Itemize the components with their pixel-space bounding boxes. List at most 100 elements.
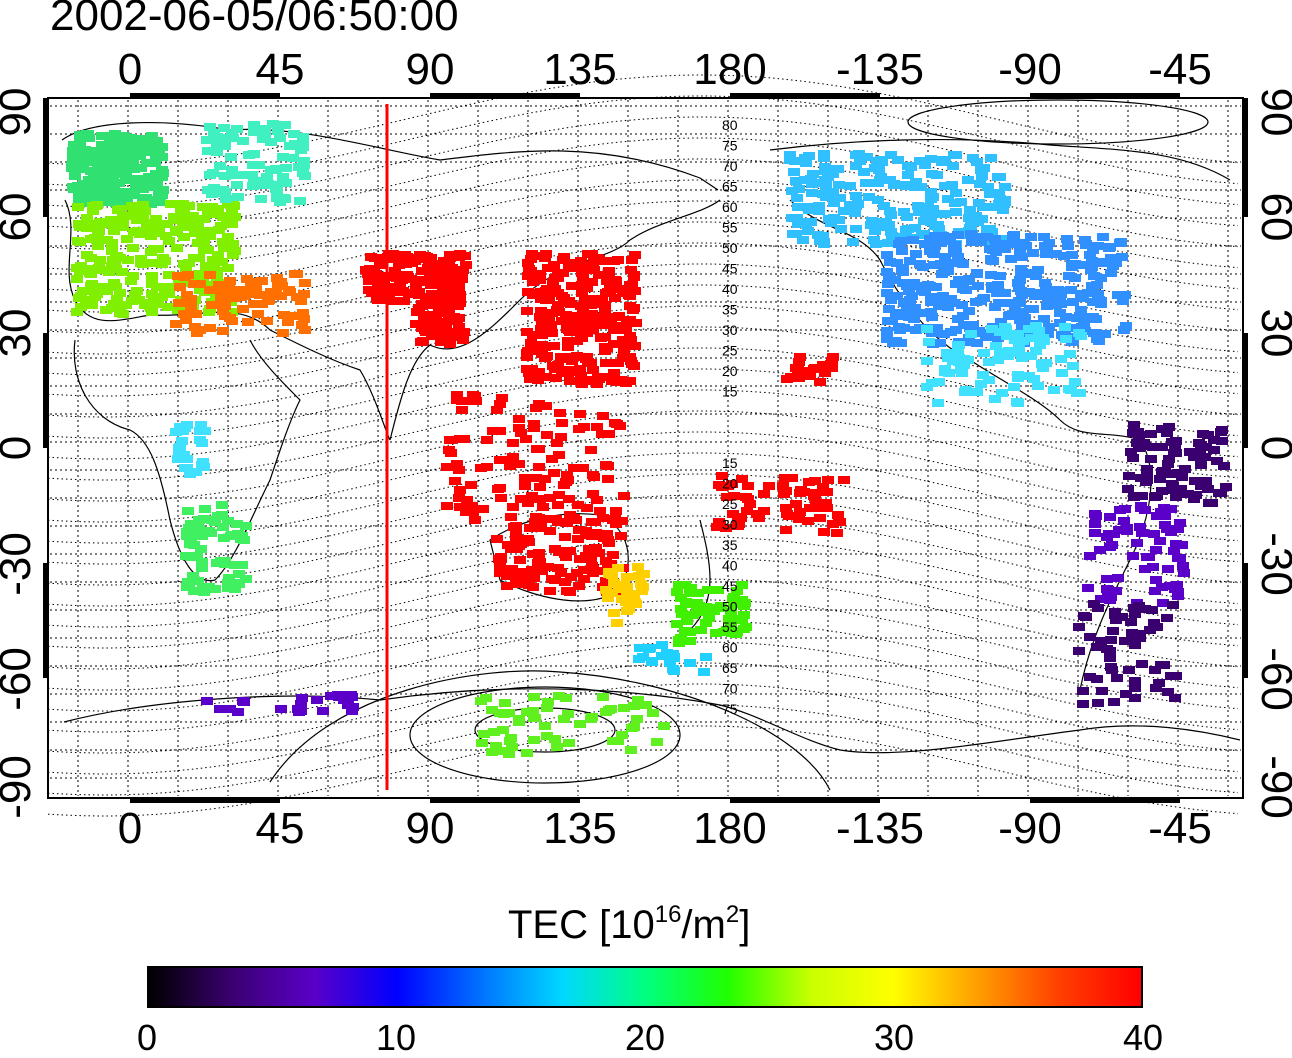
tec-cell <box>110 265 122 273</box>
tec-cell <box>182 507 194 515</box>
tec-cell <box>425 254 437 262</box>
contour-label: 20 <box>722 476 738 492</box>
tec-cell <box>299 279 311 287</box>
tec-cell <box>618 346 630 354</box>
tec-cell <box>587 490 599 498</box>
tec-cell <box>537 503 549 511</box>
left-tick-label: 30 <box>0 309 40 358</box>
tec-cell <box>499 699 511 707</box>
tec-cell <box>880 218 892 226</box>
tec-cell <box>603 706 615 714</box>
tec-cell <box>1097 233 1109 241</box>
tec-cell <box>240 522 252 530</box>
tec-cell <box>793 358 805 366</box>
tec-cell <box>868 236 880 244</box>
tec-cell <box>1086 287 1098 295</box>
tec-map: 8075706560555045403530252015152025303540… <box>0 0 1292 900</box>
tec-cell <box>1167 601 1179 609</box>
tec-cell <box>636 587 648 595</box>
tec-cell <box>1156 468 1168 476</box>
tec-cell <box>936 158 948 166</box>
tec-cell <box>1108 698 1120 706</box>
tec-cell <box>238 536 250 544</box>
tec-cell <box>1013 284 1025 292</box>
tec-cell <box>625 266 637 274</box>
tec-cell <box>491 406 503 414</box>
tec-cell <box>216 501 228 509</box>
tec-cell <box>803 152 815 160</box>
tec-cell <box>933 378 945 386</box>
tec-cell <box>461 496 473 504</box>
tec-cell <box>1038 315 1050 323</box>
tec-cell <box>165 200 177 208</box>
tec-cell <box>1069 378 1081 386</box>
tec-cell <box>542 698 554 706</box>
tec-cell <box>1107 262 1119 270</box>
tec-cell <box>1104 654 1116 662</box>
tec-cell <box>497 726 509 734</box>
bottom-tick-label: 90 <box>406 804 455 853</box>
tec-cell <box>283 286 295 294</box>
tec-cell <box>1012 371 1024 379</box>
tec-cell <box>148 159 160 167</box>
tec-cell <box>219 142 231 150</box>
tec-cell <box>1215 489 1227 497</box>
tec-cell <box>700 653 712 661</box>
tec-cell <box>902 162 914 170</box>
tec-cell <box>658 722 670 730</box>
tec-cell <box>519 474 531 482</box>
tec-cell <box>98 174 110 182</box>
tec-cell <box>809 364 821 372</box>
tec-cell <box>173 299 185 307</box>
tec-cell <box>814 237 826 245</box>
tec-cell <box>546 455 558 463</box>
tec-cell <box>673 581 685 589</box>
tec-cell <box>560 478 572 486</box>
tec-cell <box>237 137 249 145</box>
tec-cell <box>1089 510 1101 518</box>
tec-cell <box>544 494 556 502</box>
tec-cell <box>797 236 809 244</box>
tec-cell <box>617 289 629 297</box>
tec-cell <box>1188 453 1200 461</box>
tec-cell <box>578 575 590 583</box>
tec-cell <box>1128 421 1140 429</box>
tec-cell <box>896 247 908 255</box>
tec-cell <box>528 693 540 701</box>
tec-cell <box>626 256 638 264</box>
tec-cell <box>1073 623 1085 631</box>
tec-cell <box>572 501 584 509</box>
tec-cell <box>1073 647 1085 655</box>
tec-cell <box>443 271 455 279</box>
tec-cell <box>621 607 633 615</box>
tec-cell <box>608 609 620 617</box>
contour-label: 25 <box>722 496 738 512</box>
tec-cell <box>593 549 605 557</box>
tec-cell <box>1199 453 1211 461</box>
tec-cell <box>981 233 993 241</box>
tec-cell <box>640 701 652 709</box>
tec-cell <box>528 574 540 582</box>
top-tick-label: 0 <box>118 45 142 94</box>
tec-cell <box>603 568 615 576</box>
tec-cell <box>609 515 621 523</box>
tec-cell <box>985 154 997 162</box>
tec-cell <box>586 532 598 540</box>
contour-label: 35 <box>722 537 738 553</box>
tec-cell <box>635 580 647 588</box>
tec-cell <box>274 134 286 142</box>
tec-cell <box>800 159 812 167</box>
tec-cell <box>533 445 545 453</box>
tec-cell <box>527 707 539 715</box>
tec-cell <box>792 366 804 374</box>
tec-cell <box>976 215 988 223</box>
tec-cell <box>1148 530 1160 538</box>
tec-cell <box>85 282 97 290</box>
tec-cell <box>952 315 964 323</box>
tec-cell <box>150 215 162 223</box>
tec-cell <box>1121 527 1133 535</box>
tec-cell <box>311 696 323 704</box>
tec-cell <box>965 330 977 338</box>
tec-cell <box>1136 492 1148 500</box>
tec-cell <box>1007 232 1019 240</box>
